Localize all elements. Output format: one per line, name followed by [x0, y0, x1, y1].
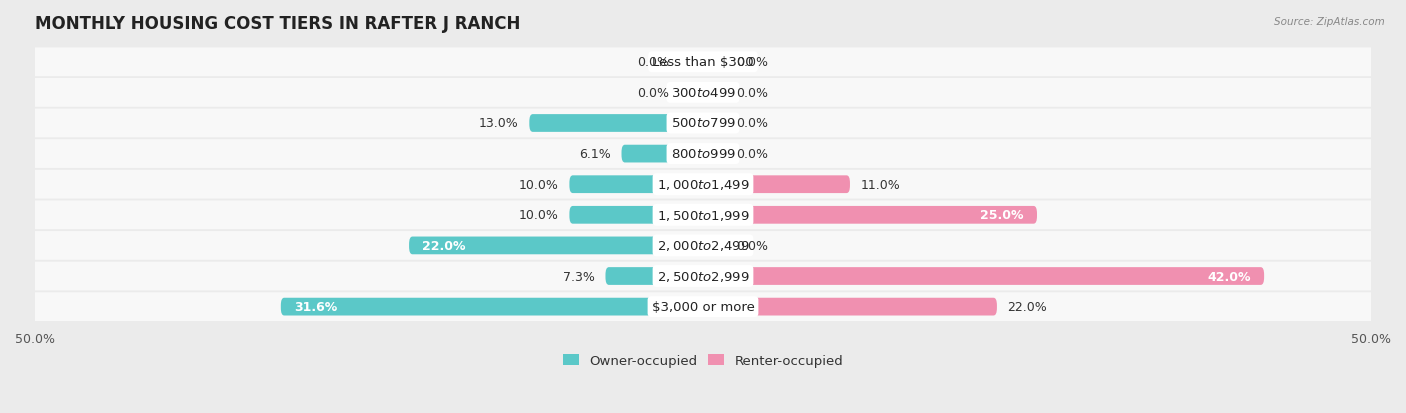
Text: 0.0%: 0.0% [637, 87, 669, 100]
Text: $3,000 or more: $3,000 or more [651, 300, 755, 313]
Text: Source: ZipAtlas.com: Source: ZipAtlas.com [1274, 17, 1385, 26]
Text: 0.0%: 0.0% [737, 87, 769, 100]
FancyBboxPatch shape [703, 206, 1038, 224]
FancyBboxPatch shape [28, 171, 1378, 199]
FancyBboxPatch shape [606, 268, 703, 285]
Text: 10.0%: 10.0% [519, 209, 558, 222]
FancyBboxPatch shape [28, 201, 1378, 230]
FancyBboxPatch shape [28, 262, 1378, 291]
FancyBboxPatch shape [28, 231, 1378, 260]
FancyBboxPatch shape [703, 298, 997, 316]
Text: MONTHLY HOUSING COST TIERS IN RAFTER J RANCH: MONTHLY HOUSING COST TIERS IN RAFTER J R… [35, 15, 520, 33]
Text: $800 to $999: $800 to $999 [671, 148, 735, 161]
Text: 13.0%: 13.0% [479, 117, 519, 130]
Text: 0.0%: 0.0% [637, 56, 669, 69]
FancyBboxPatch shape [703, 268, 1264, 285]
Text: $1,500 to $1,999: $1,500 to $1,999 [657, 208, 749, 222]
Text: Less than $300: Less than $300 [652, 56, 754, 69]
FancyBboxPatch shape [703, 176, 851, 194]
Text: 7.3%: 7.3% [562, 270, 595, 283]
FancyBboxPatch shape [569, 176, 703, 194]
Text: 42.0%: 42.0% [1208, 270, 1251, 283]
Text: $2,500 to $2,999: $2,500 to $2,999 [657, 269, 749, 283]
Legend: Owner-occupied, Renter-occupied: Owner-occupied, Renter-occupied [560, 350, 846, 371]
Text: 0.0%: 0.0% [737, 148, 769, 161]
Text: 25.0%: 25.0% [980, 209, 1024, 222]
Text: $1,000 to $1,499: $1,000 to $1,499 [657, 178, 749, 192]
FancyBboxPatch shape [281, 298, 703, 316]
Text: $2,000 to $2,499: $2,000 to $2,499 [657, 239, 749, 253]
Text: 22.0%: 22.0% [422, 240, 465, 252]
FancyBboxPatch shape [28, 140, 1378, 169]
FancyBboxPatch shape [28, 48, 1378, 77]
Text: 0.0%: 0.0% [737, 56, 769, 69]
Text: 0.0%: 0.0% [737, 240, 769, 252]
FancyBboxPatch shape [409, 237, 703, 255]
Text: 10.0%: 10.0% [519, 178, 558, 191]
FancyBboxPatch shape [28, 292, 1378, 321]
Text: 0.0%: 0.0% [737, 117, 769, 130]
Text: $500 to $799: $500 to $799 [671, 117, 735, 130]
Text: 31.6%: 31.6% [294, 300, 337, 313]
Text: 22.0%: 22.0% [1008, 300, 1047, 313]
Text: 11.0%: 11.0% [860, 178, 900, 191]
Text: 6.1%: 6.1% [579, 148, 610, 161]
FancyBboxPatch shape [28, 79, 1378, 107]
FancyBboxPatch shape [28, 109, 1378, 138]
FancyBboxPatch shape [569, 206, 703, 224]
Text: $300 to $499: $300 to $499 [671, 87, 735, 100]
FancyBboxPatch shape [529, 115, 703, 133]
FancyBboxPatch shape [621, 145, 703, 163]
